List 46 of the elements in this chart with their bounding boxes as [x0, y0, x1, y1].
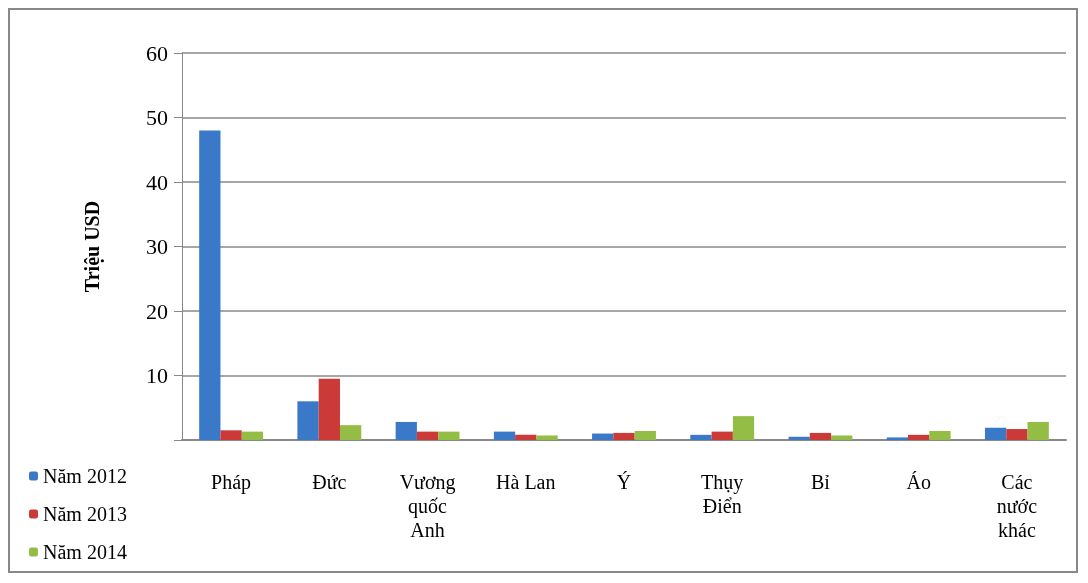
y-tick-label: 40 [146, 169, 168, 195]
bar [690, 434, 712, 440]
bar [395, 421, 417, 440]
bar [929, 430, 951, 440]
y-tick-label: 60 [146, 40, 168, 66]
bar [241, 431, 264, 440]
x-tick-label: Ý [616, 471, 632, 493]
legend-label: Năm 2013 [43, 503, 127, 525]
bar [438, 431, 460, 440]
bar [634, 430, 656, 440]
bar [493, 431, 516, 440]
bar [984, 427, 1007, 440]
bar [711, 431, 733, 440]
bar [732, 416, 755, 440]
bar [1006, 429, 1028, 440]
x-tick-label: Bỉ [810, 471, 831, 493]
x-tick-label: Vương quốc Anh [399, 471, 456, 541]
y-tick-label: 30 [146, 234, 168, 259]
bar [908, 434, 930, 440]
bar [318, 378, 340, 440]
legend-label: Năm 2012 [43, 465, 127, 487]
bar [199, 130, 221, 440]
x-tick-label: Hà Lan [496, 471, 556, 493]
x-tick-label: Áo [906, 471, 931, 493]
bar [515, 434, 537, 440]
y-tick-label: 20 [146, 298, 168, 324]
bar [831, 435, 853, 440]
x-tick-label: Thụy Điển [701, 471, 744, 517]
y-axis-title: Triệu USD [81, 200, 104, 293]
bar [416, 431, 439, 440]
legend-label: Năm 2014 [43, 541, 127, 563]
bar [788, 436, 810, 440]
bar [297, 401, 319, 440]
y-tick-label: 50 [146, 105, 168, 130]
bar [592, 433, 614, 440]
x-tick-label: Các nước khác [996, 471, 1038, 541]
x-tick-label: Pháp [211, 471, 252, 494]
y-tick-label: 10 [146, 363, 168, 388]
bar [339, 425, 362, 440]
bar [1027, 421, 1049, 440]
bar [613, 432, 635, 440]
bar [809, 432, 832, 440]
bar [220, 430, 242, 440]
bar [886, 437, 909, 440]
x-tick-label: Đức [312, 471, 347, 493]
bar [536, 435, 558, 440]
